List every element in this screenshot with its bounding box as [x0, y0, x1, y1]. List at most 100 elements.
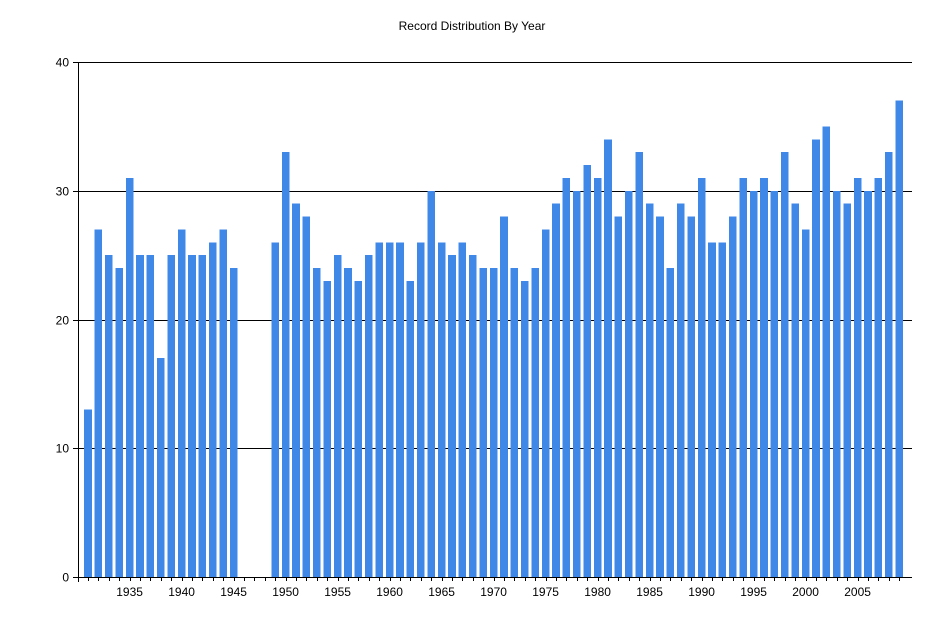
bar: [302, 216, 311, 577]
bar: [209, 242, 217, 578]
x-tick-label: 1965: [428, 585, 455, 599]
x-axis-ticks: 1935 1940 1945 1950 1955 1960 1965 1970 1975 1980…: [88, 577, 900, 599]
bar: [375, 242, 383, 578]
bar: [656, 216, 664, 577]
bar: [354, 280, 363, 577]
x-tick-label: 1940: [168, 585, 195, 599]
bar: [708, 242, 716, 578]
bar: [469, 255, 477, 577]
bar: [739, 177, 747, 577]
bar: [115, 268, 123, 577]
bar: [479, 268, 487, 577]
y-tick-label: 0: [62, 571, 69, 585]
x-tick-label: 1990: [688, 585, 715, 599]
bar: [458, 242, 467, 578]
bar: [281, 152, 290, 577]
x-tick-label: 1980: [584, 585, 611, 599]
bar: [604, 139, 612, 578]
bar: [687, 216, 695, 577]
bar: [229, 268, 238, 577]
bar: [874, 177, 883, 577]
bar: [812, 139, 820, 578]
bar: [853, 177, 862, 577]
bar: [833, 190, 841, 578]
bar: [718, 242, 727, 578]
chart-title: Record Distribution By Year: [399, 19, 546, 33]
bar: [760, 177, 768, 577]
bar: [801, 229, 810, 577]
bar: [427, 190, 435, 578]
bar: [219, 229, 227, 577]
bar: [552, 203, 560, 577]
x-tick-label: 1995: [740, 585, 767, 599]
bar: [781, 152, 789, 577]
bar: [541, 229, 550, 577]
bar: [521, 280, 529, 577]
bar: [437, 242, 446, 578]
x-tick-label: 1935: [116, 585, 143, 599]
bar: [344, 268, 352, 577]
bar: [885, 152, 893, 577]
bar: [105, 255, 113, 577]
x-tick-label: 2005: [844, 585, 871, 599]
x-tick-label: 1985: [636, 585, 663, 599]
bar: [770, 190, 779, 578]
bar: [396, 242, 404, 578]
bar: [313, 268, 321, 577]
bar: [697, 177, 706, 577]
y-tick-label: 20: [56, 314, 70, 328]
bar: [843, 203, 851, 577]
y-tick-label: 10: [56, 442, 70, 456]
x-tick-label: 1950: [272, 585, 299, 599]
bar: [333, 255, 342, 577]
y-tick-label: 40: [56, 56, 70, 70]
bars: [84, 100, 903, 578]
bar: [489, 268, 498, 577]
bar: [864, 190, 872, 578]
bar: [292, 203, 300, 577]
bar: [365, 255, 373, 577]
axes: [73, 62, 912, 582]
bar: [157, 358, 165, 577]
bar: [500, 216, 508, 577]
bar: [406, 280, 415, 577]
bar: [417, 242, 425, 578]
y-axis-ticks: 0 10 20 30 40: [56, 56, 78, 585]
bar: [635, 152, 643, 577]
bar: [84, 409, 92, 577]
bar: [146, 255, 155, 577]
bar: [188, 255, 196, 577]
bar: [448, 255, 456, 577]
bar: [593, 177, 602, 577]
x-tick-label: 1945: [220, 585, 247, 599]
bar: [510, 268, 519, 577]
bar: [323, 280, 331, 577]
bar: [749, 190, 758, 578]
bar: [677, 203, 685, 577]
x-tick-label: 1960: [376, 585, 403, 599]
bar: [625, 190, 633, 578]
bar: [645, 203, 654, 577]
bar: [729, 216, 737, 577]
bar: [385, 242, 394, 578]
bar: [198, 255, 207, 577]
bar: [271, 242, 279, 578]
y-tick-label: 30: [56, 185, 70, 199]
bar: [136, 255, 144, 577]
bar: [562, 177, 571, 577]
x-tick-label: 1975: [532, 585, 559, 599]
bar: [614, 216, 623, 577]
bar: [531, 268, 539, 577]
bar: [583, 165, 591, 577]
x-tick-label: 1970: [480, 585, 507, 599]
bar: [177, 229, 186, 577]
x-tick-label: 1955: [324, 585, 351, 599]
bar: [573, 190, 581, 578]
x-tick-label: 2000: [792, 585, 819, 599]
bar: [895, 100, 903, 577]
bar: [791, 203, 799, 577]
bar: [822, 126, 831, 578]
bar: [94, 229, 103, 577]
bar: [666, 268, 675, 577]
